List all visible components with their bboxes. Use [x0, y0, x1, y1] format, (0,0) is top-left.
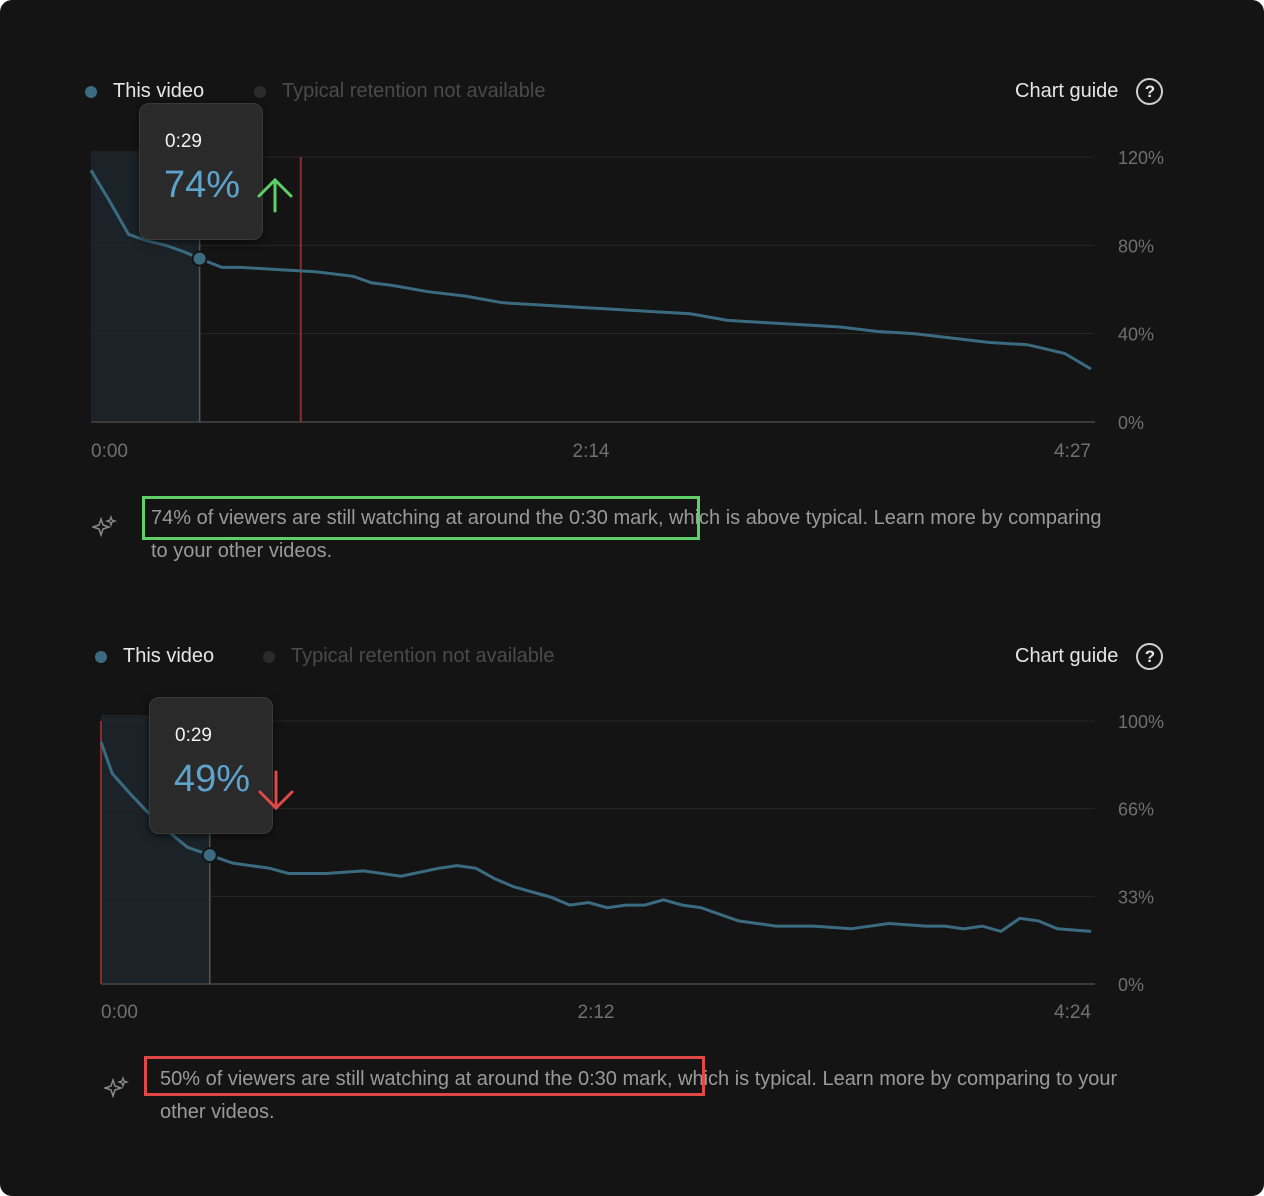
x-tick-label: 0:00 — [101, 1002, 138, 1023]
retention-line — [89, 169, 1092, 371]
help-circle-icon: ? — [1136, 643, 1164, 670]
y-axis-ticks: 120% 80% 40% 0% — [1118, 148, 1164, 433]
hover-point[interactable] — [191, 250, 208, 267]
chart-guide-label: Chart guide — [1015, 645, 1119, 667]
tooltip: 0:29 49% — [149, 697, 273, 834]
legend-this-video-label: This video — [113, 80, 205, 102]
y-tick-label: 0% — [1118, 413, 1144, 433]
legend-typical: Typical retention not available — [263, 645, 555, 668]
retention-chart-bottom[interactable]: 100% 66% 33% 0% 0:00 2:12 4:24 — [0, 0, 1264, 1060]
legend-typical-label: Typical retention not available — [291, 645, 555, 667]
chart-guide-button[interactable]: Chart guide ? — [1015, 643, 1164, 670]
y-tick-label: 120% — [1118, 148, 1164, 168]
x-tick-label: 4:27 — [1054, 441, 1091, 462]
sparkle-icon — [104, 1076, 130, 1099]
highlight-box-red — [144, 1056, 705, 1096]
legend-dot-icon — [85, 85, 97, 98]
legend-typical: Typical retention not available — [254, 80, 546, 103]
x-tick-label: 0:00 — [91, 441, 128, 462]
y-tick-label: 40% — [1118, 325, 1154, 345]
legend-this-video-label: This video — [123, 645, 215, 667]
hover-point[interactable] — [201, 847, 218, 864]
legend-this-video[interactable]: This video — [95, 645, 214, 668]
chart-guide-button[interactable]: Chart guide ? — [1015, 78, 1164, 105]
legend-dot-muted-icon — [263, 650, 275, 663]
x-tick-label: 4:24 — [1054, 1002, 1091, 1023]
y-tick-label: 0% — [1118, 975, 1144, 995]
chart-guide-label: Chart guide — [1015, 80, 1119, 102]
highlight-box-green — [142, 496, 700, 540]
tooltip-time: 0:29 — [165, 131, 202, 152]
x-tick-label: 2:12 — [578, 1002, 615, 1023]
insight-highlighted: 50% of viewers are still watching at aro… — [160, 1068, 667, 1090]
tooltip-value: 74% — [164, 164, 241, 206]
insight-rest: , which is typical. Learn more by compar… — [160, 1068, 1118, 1123]
y-tick-label: 80% — [1118, 236, 1154, 256]
y-axis-ticks: 100% 66% 33% 0% — [1118, 712, 1164, 995]
tooltip-value: 49% — [174, 758, 251, 800]
insight-text: 74% of viewers are still watching at aro… — [151, 502, 1111, 568]
retention-panel-top: This video Typical retention not availab… — [0, 0, 1264, 562]
tooltip-time: 0:29 — [175, 725, 212, 746]
insight-rest: , which is above typical. Learn more by … — [151, 507, 1102, 562]
sparkle-icon — [92, 515, 118, 538]
retention-line — [99, 741, 1092, 934]
insight-text: 50% of viewers are still watching at aro… — [160, 1063, 1150, 1129]
x-axis-ticks: 0:00 2:12 4:24 — [101, 1002, 1091, 1023]
retention-panel-bottom: This video Typical retention not availab… — [0, 0, 1264, 1123]
y-tick-label: 33% — [1118, 887, 1154, 907]
legend-dot-muted-icon — [254, 85, 266, 98]
legend-typical-label: Typical retention not available — [282, 80, 546, 102]
x-tick-label: 2:14 — [573, 441, 610, 462]
x-axis-ticks: 0:00 2:14 4:27 — [91, 441, 1091, 462]
insight-highlighted: 74% of viewers are still watching at aro… — [151, 507, 658, 529]
y-tick-label: 66% — [1118, 800, 1154, 820]
legend-dot-icon — [95, 650, 107, 663]
tooltip: 0:29 74% — [139, 103, 263, 240]
help-circle-icon: ? — [1136, 78, 1164, 105]
y-tick-label: 100% — [1118, 712, 1164, 732]
legend-this-video[interactable]: This video — [85, 80, 204, 103]
